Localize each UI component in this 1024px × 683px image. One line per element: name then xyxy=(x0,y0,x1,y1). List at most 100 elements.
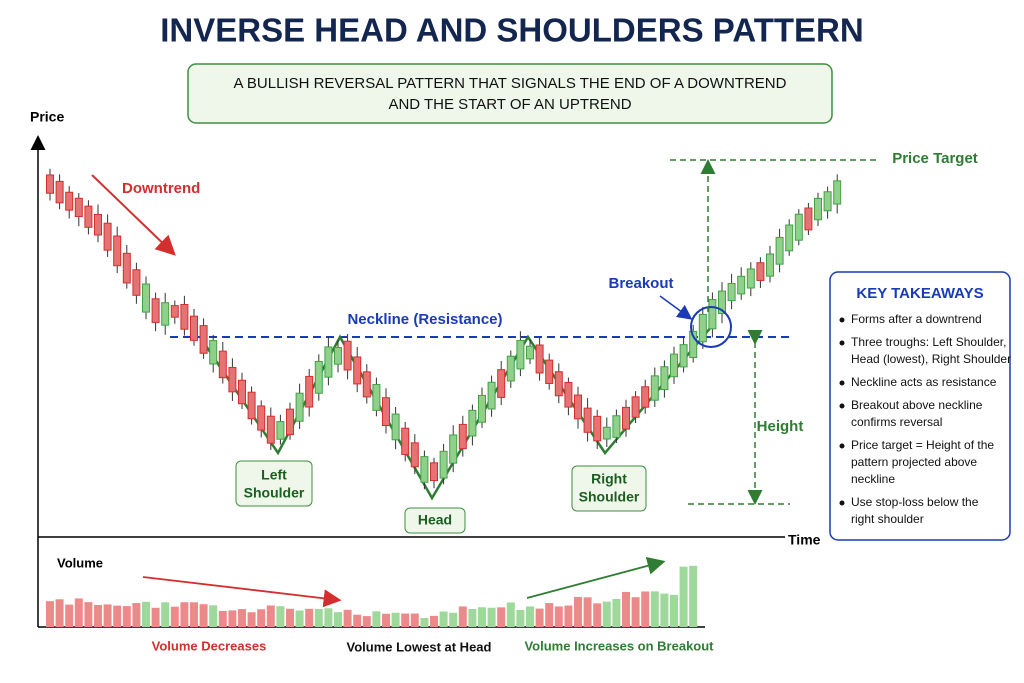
volume-bar xyxy=(199,604,208,627)
volume-bar xyxy=(583,597,592,627)
annotation: Shoulder xyxy=(579,489,640,505)
volume-bar xyxy=(679,566,688,627)
volume-bar xyxy=(247,612,256,627)
volume-note: Volume Increases on Breakout xyxy=(524,638,714,653)
volume-bar xyxy=(314,608,323,627)
candle-body xyxy=(113,235,122,267)
volume-bar xyxy=(266,605,275,627)
volume-bar xyxy=(564,605,573,627)
volume-bar xyxy=(257,609,266,627)
candle-body xyxy=(391,413,400,441)
takeaway: right shoulder xyxy=(851,512,924,526)
candle-body xyxy=(190,315,198,341)
candle-body xyxy=(334,347,342,365)
bullet xyxy=(839,317,845,323)
volume-bar xyxy=(516,610,525,627)
candle-body xyxy=(410,442,419,468)
candle-body xyxy=(737,275,746,295)
candle-body xyxy=(641,386,650,408)
volume-bar xyxy=(622,591,630,627)
candle-body xyxy=(65,191,74,211)
volume-bar xyxy=(362,616,371,627)
volume-bar xyxy=(401,613,410,627)
volume-bar xyxy=(84,602,93,627)
candle-body xyxy=(708,299,717,330)
volume-bar xyxy=(122,606,131,627)
volume-bar xyxy=(334,612,342,627)
candle-body xyxy=(487,381,496,410)
volume-bar xyxy=(305,608,314,627)
candle-body xyxy=(756,262,765,281)
bullet xyxy=(839,500,845,506)
annotation: Left xyxy=(261,467,287,483)
volume-note: Volume Decreases xyxy=(152,638,267,653)
candle-body xyxy=(602,426,611,440)
volume-bar xyxy=(65,604,74,627)
volume-bar xyxy=(612,598,621,627)
takeaway: Use stop-loss below the xyxy=(851,495,979,509)
volume-bar xyxy=(545,603,554,627)
candle-body xyxy=(775,236,784,265)
volume-bar xyxy=(295,610,304,627)
candle-body xyxy=(650,375,659,401)
volume-bar xyxy=(46,601,54,627)
candle-body xyxy=(286,408,294,436)
volume-bar xyxy=(353,614,362,627)
candle-body xyxy=(247,391,256,420)
candle-body xyxy=(574,394,582,420)
candle-body xyxy=(84,205,93,228)
takeaways-box xyxy=(829,271,1011,541)
candle-body xyxy=(257,405,266,431)
candle-body xyxy=(372,384,381,411)
volume-bar xyxy=(113,605,122,627)
volume-bar xyxy=(449,612,458,627)
takeaway: pattern projected above xyxy=(851,455,977,469)
takeaways-title: KEY TAKEAWAYS xyxy=(856,285,983,302)
volume-bar xyxy=(430,615,438,627)
candle-body xyxy=(679,344,688,368)
pattern-line xyxy=(198,325,713,501)
volume-bar xyxy=(94,604,102,627)
volume-bar xyxy=(238,609,246,627)
volume-bar xyxy=(593,603,602,627)
volume-note: Volume Lowest at Head xyxy=(347,639,492,654)
label-box xyxy=(571,465,647,512)
candle-body xyxy=(833,180,842,205)
takeaway: Neckline acts as resistance xyxy=(851,375,997,389)
annotation: Breakout xyxy=(608,275,673,292)
candle-body xyxy=(218,350,227,379)
candle-body xyxy=(506,355,515,382)
candle-body xyxy=(180,304,189,330)
annotation: Price Target xyxy=(892,150,978,167)
volume-bar xyxy=(228,610,237,627)
volume-bar xyxy=(132,603,141,627)
candle-body xyxy=(727,282,736,302)
axis-label: Time xyxy=(788,532,821,548)
volume-bar xyxy=(631,597,640,627)
candle-body xyxy=(718,290,726,315)
annotation: Head xyxy=(418,512,452,528)
candle-body xyxy=(295,392,304,422)
candle-body xyxy=(545,359,554,384)
axis-label: Volume xyxy=(57,555,103,570)
volume-bar xyxy=(190,602,198,627)
volume-arrow xyxy=(142,576,342,608)
candle-body xyxy=(631,396,640,418)
candle-body xyxy=(401,427,410,455)
candle-body xyxy=(478,394,486,423)
volume-bar xyxy=(689,565,698,627)
volume-bar xyxy=(391,612,400,627)
candle-body xyxy=(305,375,314,408)
candle-body xyxy=(343,340,352,371)
candle-body xyxy=(689,330,698,359)
annotation: Shoulder xyxy=(244,485,305,501)
bullet xyxy=(839,340,845,346)
candle-body xyxy=(660,366,669,391)
volume-bar xyxy=(372,611,381,627)
candle-body xyxy=(122,252,131,284)
candle-body xyxy=(746,268,755,289)
volume-bar xyxy=(276,606,285,627)
candle-body xyxy=(564,381,573,408)
volume-bar xyxy=(458,606,467,627)
